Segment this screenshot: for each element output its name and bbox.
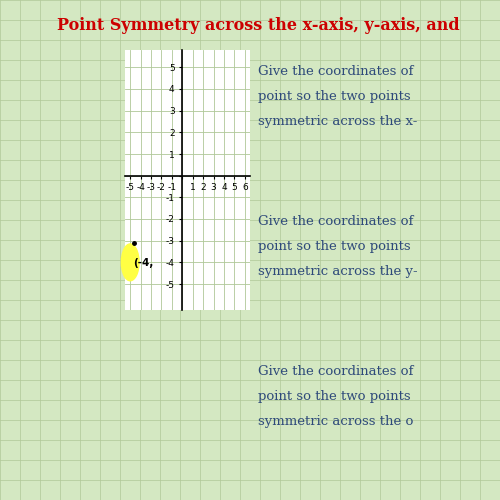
Circle shape [122,244,139,281]
Text: Give the coordinates of: Give the coordinates of [258,215,414,228]
Text: point so the two points: point so the two points [258,390,410,403]
Text: point so the two points: point so the two points [258,240,410,253]
Text: symmetric across the o: symmetric across the o [258,415,414,428]
Text: (-4,: (-4, [134,258,154,268]
Text: symmetric across the x-: symmetric across the x- [258,115,418,128]
Text: Give the coordinates of: Give the coordinates of [258,365,414,378]
Text: symmetric across the y-: symmetric across the y- [258,265,418,278]
Text: Point Symmetry across the x-axis, y-axis, and: Point Symmetry across the x-axis, y-axis… [56,17,460,34]
Text: point so the two points: point so the two points [258,90,410,103]
Text: Give the coordinates of: Give the coordinates of [258,65,414,78]
